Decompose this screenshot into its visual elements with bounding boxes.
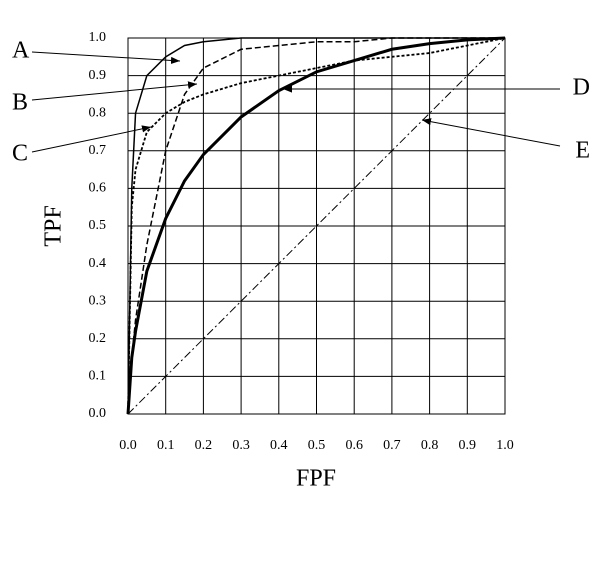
curve [127,37,505,415]
curve [126,36,506,415]
x-tick-label: 0.2 [195,438,213,453]
annotation-arrow [31,51,181,65]
curve-label: D [573,75,590,101]
y-tick-label: 0.9 [89,68,107,83]
curve-label: C [12,141,28,167]
y-tick-label: 0.5 [89,218,107,233]
y-tick-label: 0.0 [89,406,107,421]
x-tick-label: 0.8 [421,438,439,453]
y-tick-label: 1.0 [89,30,107,45]
x-tick-label: 1.0 [496,438,514,453]
x-axis-label: FPF [296,466,336,492]
y-tick-label: 0.3 [89,293,107,308]
y-tick-label: 0.4 [89,256,107,271]
x-tick-label: 0.0 [119,438,137,453]
y-tick-label: 0.6 [89,181,107,196]
curve-label: B [12,90,28,116]
x-tick-label: 0.5 [308,438,326,453]
annotation-arrow [31,125,152,153]
curve-label: A [12,38,30,64]
x-tick-label: 0.9 [459,438,477,453]
curve-label: E [575,138,590,164]
x-tick-label: 0.7 [383,438,401,453]
x-tick-label: 0.1 [157,438,175,453]
y-axis-label: TPF [41,205,67,246]
y-tick-label: 0.7 [89,143,107,158]
annotation-arrow [421,118,561,147]
y-tick-label: 0.2 [89,331,107,346]
x-tick-label: 0.3 [232,438,250,453]
curve [127,37,506,415]
annotation-arrow [31,81,198,101]
x-tick-label: 0.6 [345,438,363,453]
x-tick-label: 0.4 [270,438,288,453]
y-tick-label: 0.8 [89,105,107,120]
y-tick-label: 0.1 [89,369,107,384]
